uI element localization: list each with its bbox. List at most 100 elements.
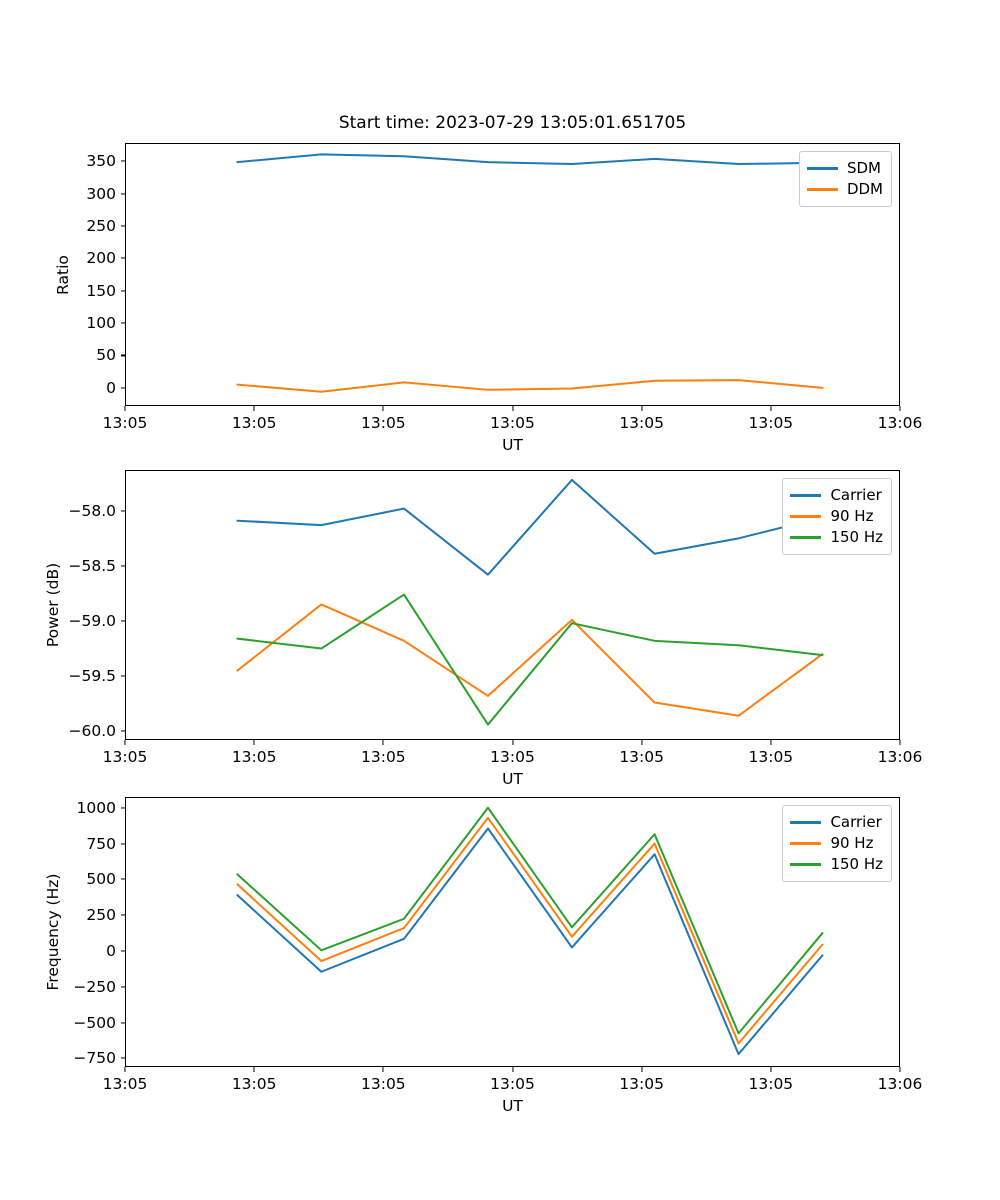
legend-label: Carrier xyxy=(830,813,882,831)
x-tick-mark xyxy=(382,1067,384,1072)
plot-lines-power xyxy=(236,478,824,726)
legend-item[interactable]: 90 Hz xyxy=(790,833,883,854)
y-tick-mark xyxy=(120,1022,125,1024)
x-tick-label: 13:05 xyxy=(748,1075,794,1093)
legend-frequency[interactable]: Carrier 90 Hz 150 Hz xyxy=(782,805,892,882)
y-tick-label: 750 xyxy=(86,834,116,853)
x-tick-label: 13:05 xyxy=(102,1075,148,1093)
y-axis-label-power: Power (dB) xyxy=(44,562,62,648)
x-tick-label: 13:05 xyxy=(231,414,277,432)
legend-item[interactable]: Carrier xyxy=(790,485,883,506)
y-tick-label: 250 xyxy=(86,906,116,925)
legend-item[interactable]: SDM xyxy=(806,158,883,179)
legend-item[interactable]: Carrier xyxy=(790,812,883,833)
x-tick-label: 13:05 xyxy=(619,414,664,432)
legend-power[interactable]: Carrier 90 Hz 150 Hz xyxy=(782,478,892,555)
x-axis-label-power: UT xyxy=(502,770,523,788)
subplot-power: Power (dB) UT Carrier 90 Hz 150 Hz −58.0 −5… xyxy=(44,470,922,788)
y-tick-mark xyxy=(120,914,125,916)
axes-frame-frequency xyxy=(125,797,900,1067)
x-tick-mark xyxy=(253,1067,255,1072)
legend-swatch-icon xyxy=(790,842,822,845)
legend-label: 150 Hz xyxy=(830,528,883,546)
subplot-frequency: Frequency (Hz) UT Carrier 90 Hz 150 Hz −75… xyxy=(44,797,922,1115)
x-tick-label: 13:05 xyxy=(490,1075,535,1093)
x-tick-label: 13:05 xyxy=(102,748,148,766)
x-tick-mark xyxy=(253,740,255,745)
x-tick-label: 13:05 xyxy=(490,748,535,766)
x-tick-mark xyxy=(641,1067,643,1072)
y-tick-mark xyxy=(120,620,125,622)
y-tick-mark xyxy=(120,257,125,259)
x-tick-mark xyxy=(899,740,901,745)
data-line-sdm xyxy=(236,153,824,166)
x-tick-label: 13:05 xyxy=(360,748,406,766)
x-tick-label: 13:05 xyxy=(748,748,794,766)
y-tick-label: 150 xyxy=(86,281,116,300)
y-tick-mark xyxy=(120,807,125,809)
y-tick-label: −500 xyxy=(73,1013,116,1032)
x-tick-label: 13:06 xyxy=(877,748,923,766)
y-tick-mark xyxy=(120,950,125,952)
x-tick-label: 13:05 xyxy=(102,414,148,432)
legend-swatch-icon xyxy=(790,494,822,497)
y-tick-label: −58.0 xyxy=(68,501,117,520)
legend-swatch-icon xyxy=(790,863,822,866)
legend-label: 150 Hz xyxy=(830,855,883,873)
legend-swatch-icon xyxy=(806,167,838,170)
x-tick-mark xyxy=(899,406,901,411)
axes-frame-ratio xyxy=(125,143,900,406)
legend-item[interactable]: DDM xyxy=(806,179,883,200)
x-tick-mark xyxy=(511,1067,514,1072)
legend-item[interactable]: 150 Hz xyxy=(790,854,883,875)
y-axis-label-frequency: Frequency (Hz) xyxy=(44,873,62,991)
y-tick-mark xyxy=(120,986,125,988)
y-tick-label: −59.0 xyxy=(68,611,117,630)
x-tick-mark xyxy=(511,406,514,411)
y-tick-label: −58.5 xyxy=(68,556,117,575)
y-tick-mark xyxy=(120,510,125,512)
axes-frame-power xyxy=(125,470,900,740)
y-tick-label: −60.0 xyxy=(68,722,117,741)
data-line-carrier xyxy=(236,478,824,576)
y-tick-label: 350 xyxy=(86,152,116,171)
x-tick-mark xyxy=(770,1067,772,1072)
x-tick-label: 13:05 xyxy=(360,414,406,432)
y-tick-mark xyxy=(120,730,125,732)
x-tick-label: 13:05 xyxy=(231,748,277,766)
data-line-carrier xyxy=(236,827,824,1056)
y-tick-mark xyxy=(120,675,125,677)
x-tick-mark xyxy=(253,406,255,411)
data-line-90-hz xyxy=(236,603,824,717)
y-tick-label: 500 xyxy=(86,870,116,889)
subplot-ratio: Start time: 2023-07-29 13:05:01.651705 R… xyxy=(54,113,922,454)
legend-label: 90 Hz xyxy=(830,834,874,852)
x-tick-label: 13:05 xyxy=(748,414,794,432)
y-tick-mark xyxy=(120,565,125,567)
x-tick-mark xyxy=(899,1067,901,1072)
legend-item[interactable]: 90 Hz xyxy=(790,506,883,527)
x-tick-mark xyxy=(511,740,514,745)
x-tick-mark xyxy=(641,406,643,411)
y-tick-mark xyxy=(120,192,125,195)
x-tick-mark xyxy=(382,740,384,745)
y-tick-label: 50 xyxy=(96,346,116,365)
legend-label: SDM xyxy=(846,159,881,177)
x-tick-label: 13:05 xyxy=(231,1075,277,1093)
x-tick-mark xyxy=(382,406,384,411)
y-tick-label: 0 xyxy=(106,941,116,960)
y-tick-label: 200 xyxy=(86,249,116,268)
y-tick-label: −750 xyxy=(73,1049,116,1068)
x-axis-label-frequency: UT xyxy=(502,1097,523,1115)
data-line-ddm xyxy=(236,379,824,393)
legend-label: 90 Hz xyxy=(830,507,874,525)
legend-item[interactable]: 150 Hz xyxy=(790,527,883,548)
data-line-150-hz xyxy=(236,593,824,726)
y-tick-mark xyxy=(120,1057,125,1059)
y-tick-mark xyxy=(120,225,125,227)
y-tick-label: −250 xyxy=(73,977,116,996)
legend-swatch-icon xyxy=(806,188,838,191)
legend-ratio[interactable]: SDM DDM xyxy=(798,151,892,207)
y-tick-mark xyxy=(120,878,125,880)
legend-swatch-icon xyxy=(790,821,822,824)
